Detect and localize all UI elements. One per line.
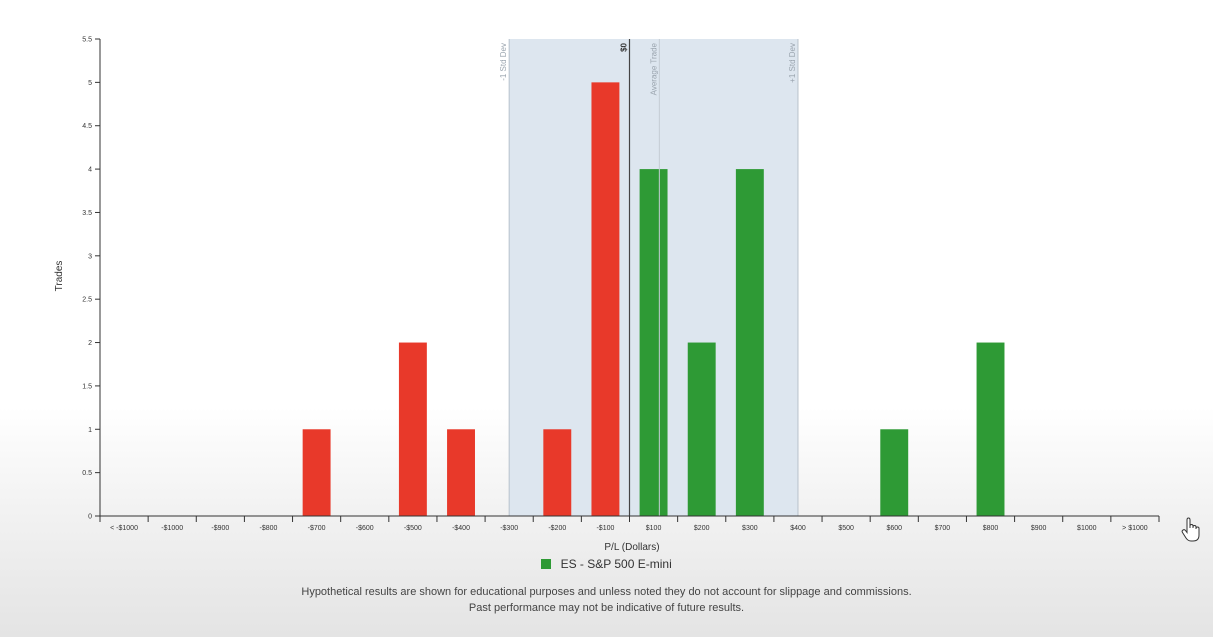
x-tick-label: -$800 — [260, 525, 278, 532]
x-tick-label: $600 — [886, 525, 902, 532]
x-axis-title: P/L (Dollars) — [604, 542, 659, 553]
y-tick-label: 2.5 — [82, 297, 92, 304]
bar-100 — [639, 169, 668, 516]
x-tick-label: < -$1000 — [110, 525, 138, 532]
bar--100 — [591, 82, 620, 516]
x-tick-label: $800 — [983, 525, 999, 532]
legend-label: ES - S&P 500 E-mini — [560, 557, 672, 571]
x-tick-label: $100 — [646, 525, 662, 532]
reference-lines-layer: $0 Average Trade — [620, 39, 660, 516]
bar--400 — [447, 429, 475, 516]
minus-1-std-dev-label: -1 Std Dev — [499, 43, 508, 81]
pl-distribution-chart: -1 Std Dev +1 Std Dev $0 Average Trade 0 0.… — [54, 37, 1160, 553]
zero-line-label: $0 — [620, 42, 629, 51]
x-tick-label: -$600 — [356, 525, 374, 532]
x-tick-label: -$900 — [211, 525, 229, 532]
disclaimer-line-2: Past performance may not be indicative o… — [468, 602, 745, 614]
x-tick-label: $900 — [1031, 525, 1047, 532]
disclaimer-line-1: Hypothetical results are shown for educa… — [301, 586, 912, 598]
x-tick-label: -$1000 — [161, 525, 183, 532]
hand-pointer-icon — [1181, 517, 1200, 542]
legend-swatch — [541, 559, 552, 569]
x-tick-label: -$700 — [308, 525, 326, 532]
bar--200 — [543, 429, 572, 516]
y-tick-label: 3.5 — [82, 210, 92, 217]
chart-legend[interactable]: ES - S&P 500 E-mini — [0, 557, 1213, 571]
average-trade-label: Average Trade — [649, 42, 658, 95]
bar-layer — [302, 82, 1005, 516]
y-tick-label: 4 — [88, 167, 92, 174]
x-tick-label: $700 — [935, 525, 951, 532]
x-tick-label: > $1000 — [1122, 525, 1148, 532]
axes-layer: 0 0.5 1 1.5 2 2.5 3 3.5 4 4.5 5 5.5 < -$1000 -$1000 -$… — [82, 37, 1160, 532]
bar-200 — [687, 342, 716, 516]
disclaimer: Hypothetical results are shown for educa… — [0, 584, 1213, 616]
bar-300 — [735, 169, 764, 516]
x-tick-label: $1000 — [1077, 525, 1097, 532]
bar--700 — [302, 429, 331, 516]
x-tick-label: $500 — [838, 525, 854, 532]
y-axis-title: Trades — [54, 261, 65, 292]
x-tick-label: $300 — [742, 525, 758, 532]
y-tick-label: 0.5 — [82, 470, 92, 477]
y-tick-label: 3 — [88, 253, 92, 260]
x-tick-label: -$300 — [500, 525, 518, 532]
bar--500 — [398, 342, 427, 516]
bar-800 — [976, 342, 1005, 516]
y-tick-label: 1 — [88, 427, 92, 434]
x-tick-label: -$100 — [596, 525, 614, 532]
y-tick-label: 5 — [88, 80, 92, 87]
y-tick-label: 5.5 — [82, 37, 92, 44]
x-tick-label: -$500 — [404, 525, 422, 532]
x-tick-label: -$200 — [548, 525, 566, 532]
plus-1-std-dev-label: +1 Std Dev — [788, 43, 797, 83]
x-tick-label: $400 — [790, 525, 806, 532]
y-tick-label: 4.5 — [82, 123, 92, 130]
x-tick-label: $200 — [694, 525, 710, 532]
bar-600 — [880, 429, 909, 516]
y-tick-label: 0 — [88, 514, 92, 521]
y-tick-label: 2 — [88, 340, 92, 347]
x-tick-label: -$400 — [452, 525, 470, 532]
y-tick-label: 1.5 — [82, 383, 92, 390]
